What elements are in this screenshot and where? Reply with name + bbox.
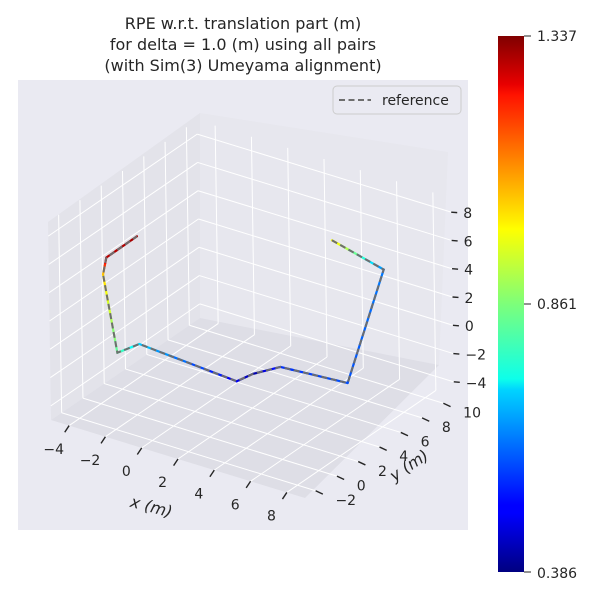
grid-line-floor-y — [82, 397, 338, 477]
x-axis-tick — [64, 425, 70, 433]
floor-pane — [51, 318, 439, 498]
grid-line-back-z — [197, 133, 452, 213]
y-axis-tick — [357, 460, 366, 466]
grid-line-floor-y — [104, 383, 359, 463]
grid-line-floor-y — [167, 339, 423, 419]
z-axis-tick-label: 8 — [463, 206, 472, 222]
y-axis-tick — [315, 490, 324, 495]
z-axis-tick-label: −2 — [465, 348, 486, 364]
grid-line-floor-y — [146, 353, 401, 433]
z-axis-tick-label: 4 — [464, 263, 473, 279]
x-axis-tick-label: −4 — [43, 442, 64, 458]
z-axis-tick-label: 0 — [465, 319, 474, 335]
x-axis-tick — [245, 480, 252, 489]
grid-line-side-z — [49, 218, 199, 322]
x-axis-tick — [281, 492, 288, 500]
x-axis-tick-label: 0 — [122, 464, 131, 480]
y-axis-tick-label: −2 — [335, 493, 356, 509]
grid-lines — [47, 125, 454, 493]
colorbar-label-max: 1.337 — [537, 29, 577, 45]
colorbar-label-min: 0.386 — [537, 566, 577, 582]
y-axis-tick-label: 4 — [399, 449, 408, 465]
title-line-3: (with Sim(3) Umeyama alignment) — [104, 56, 381, 75]
y-axis-tick-label: 10 — [463, 406, 481, 422]
z-axis-tick-label: 2 — [465, 291, 474, 307]
title-line-2: for delta = 1.0 (m) using all pairs — [110, 35, 376, 54]
back-right-pane — [200, 113, 448, 365]
grid-line-back-z — [197, 190, 453, 270]
reference-line — [102, 235, 385, 385]
grid-line-side-z — [47, 133, 198, 237]
y-axis-tick-label: 2 — [378, 464, 387, 480]
grid-line-floor-y — [189, 324, 444, 404]
y-axis-tick — [336, 475, 345, 481]
x-axis-tick-label: 8 — [267, 509, 276, 525]
x-axis-tick — [100, 436, 107, 444]
y-axis-tick-label: 8 — [442, 420, 451, 436]
z-axis-tick-label: 6 — [464, 234, 473, 250]
y-axis-tick — [379, 446, 387, 451]
y-axis-tick — [421, 417, 430, 422]
grid-line-back-z — [198, 246, 454, 326]
colorbar-label-mid: 0.861 — [537, 297, 577, 313]
x-axis-tick-label: 4 — [194, 486, 203, 502]
legend-frame — [332, 85, 462, 115]
trajectory-series — [101, 235, 385, 385]
chart-title: RPE w.r.t. translation part (m) for delt… — [104, 14, 381, 75]
colorbar: 1.337 0.861 0.386 — [498, 29, 577, 582]
colorbar-gradient — [498, 36, 524, 572]
legend-reference-label: reference — [382, 93, 449, 109]
grid-line-floor-y — [125, 368, 380, 448]
y-axis-tick-label: 6 — [421, 435, 430, 451]
x-axis-tick-label: 2 — [158, 475, 167, 491]
grid-line-back-z — [198, 218, 453, 298]
x-axis-tick-label: 6 — [231, 498, 240, 514]
title-line-1: RPE w.r.t. translation part (m) — [125, 14, 361, 33]
grid-line-back-z — [199, 303, 454, 383]
x-axis-tick — [173, 458, 179, 467]
grid-line-side-z — [50, 275, 200, 378]
grid-line-side-z — [49, 246, 200, 350]
y-axis-tick-label: 0 — [357, 478, 366, 494]
grid-line-side-z — [50, 303, 201, 407]
x-axis-tick — [209, 469, 215, 478]
y-axis-tick — [443, 402, 451, 408]
grid-line-side-z — [48, 162, 198, 265]
grid-line-back-z — [199, 275, 454, 355]
legend[interactable]: reference — [332, 85, 462, 115]
x-axis-tick — [136, 447, 143, 455]
y-axis-tick — [400, 431, 409, 437]
x-axis-tick-label: −2 — [80, 453, 101, 469]
grid-line-back-z — [197, 161, 452, 241]
z-axis-tick-label: −4 — [466, 376, 487, 392]
grid-line-side-z — [48, 190, 199, 294]
grid-line-floor-y — [61, 412, 316, 492]
